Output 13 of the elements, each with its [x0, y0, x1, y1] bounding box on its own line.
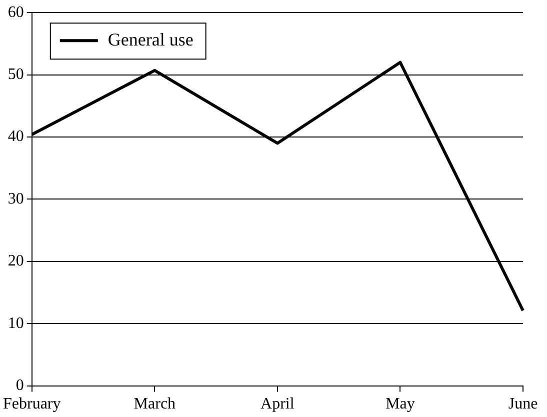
x-tick-label: March [134, 396, 176, 413]
x-tick-label: May [386, 396, 415, 413]
y-tick-label: 0 [16, 377, 24, 394]
y-tick-label: 30 [8, 190, 24, 208]
x-tick-label: April [260, 396, 295, 413]
y-tick-label: 10 [8, 314, 24, 332]
y-tick-label: 20 [8, 252, 24, 270]
legend-label: General use [108, 29, 194, 50]
y-tick-label: 60 [8, 4, 24, 21]
y-tick-label: 50 [8, 66, 24, 84]
y-tick-label: 40 [8, 128, 24, 146]
x-tick-label: June [508, 396, 538, 413]
x-tick-label: February [2, 396, 61, 413]
